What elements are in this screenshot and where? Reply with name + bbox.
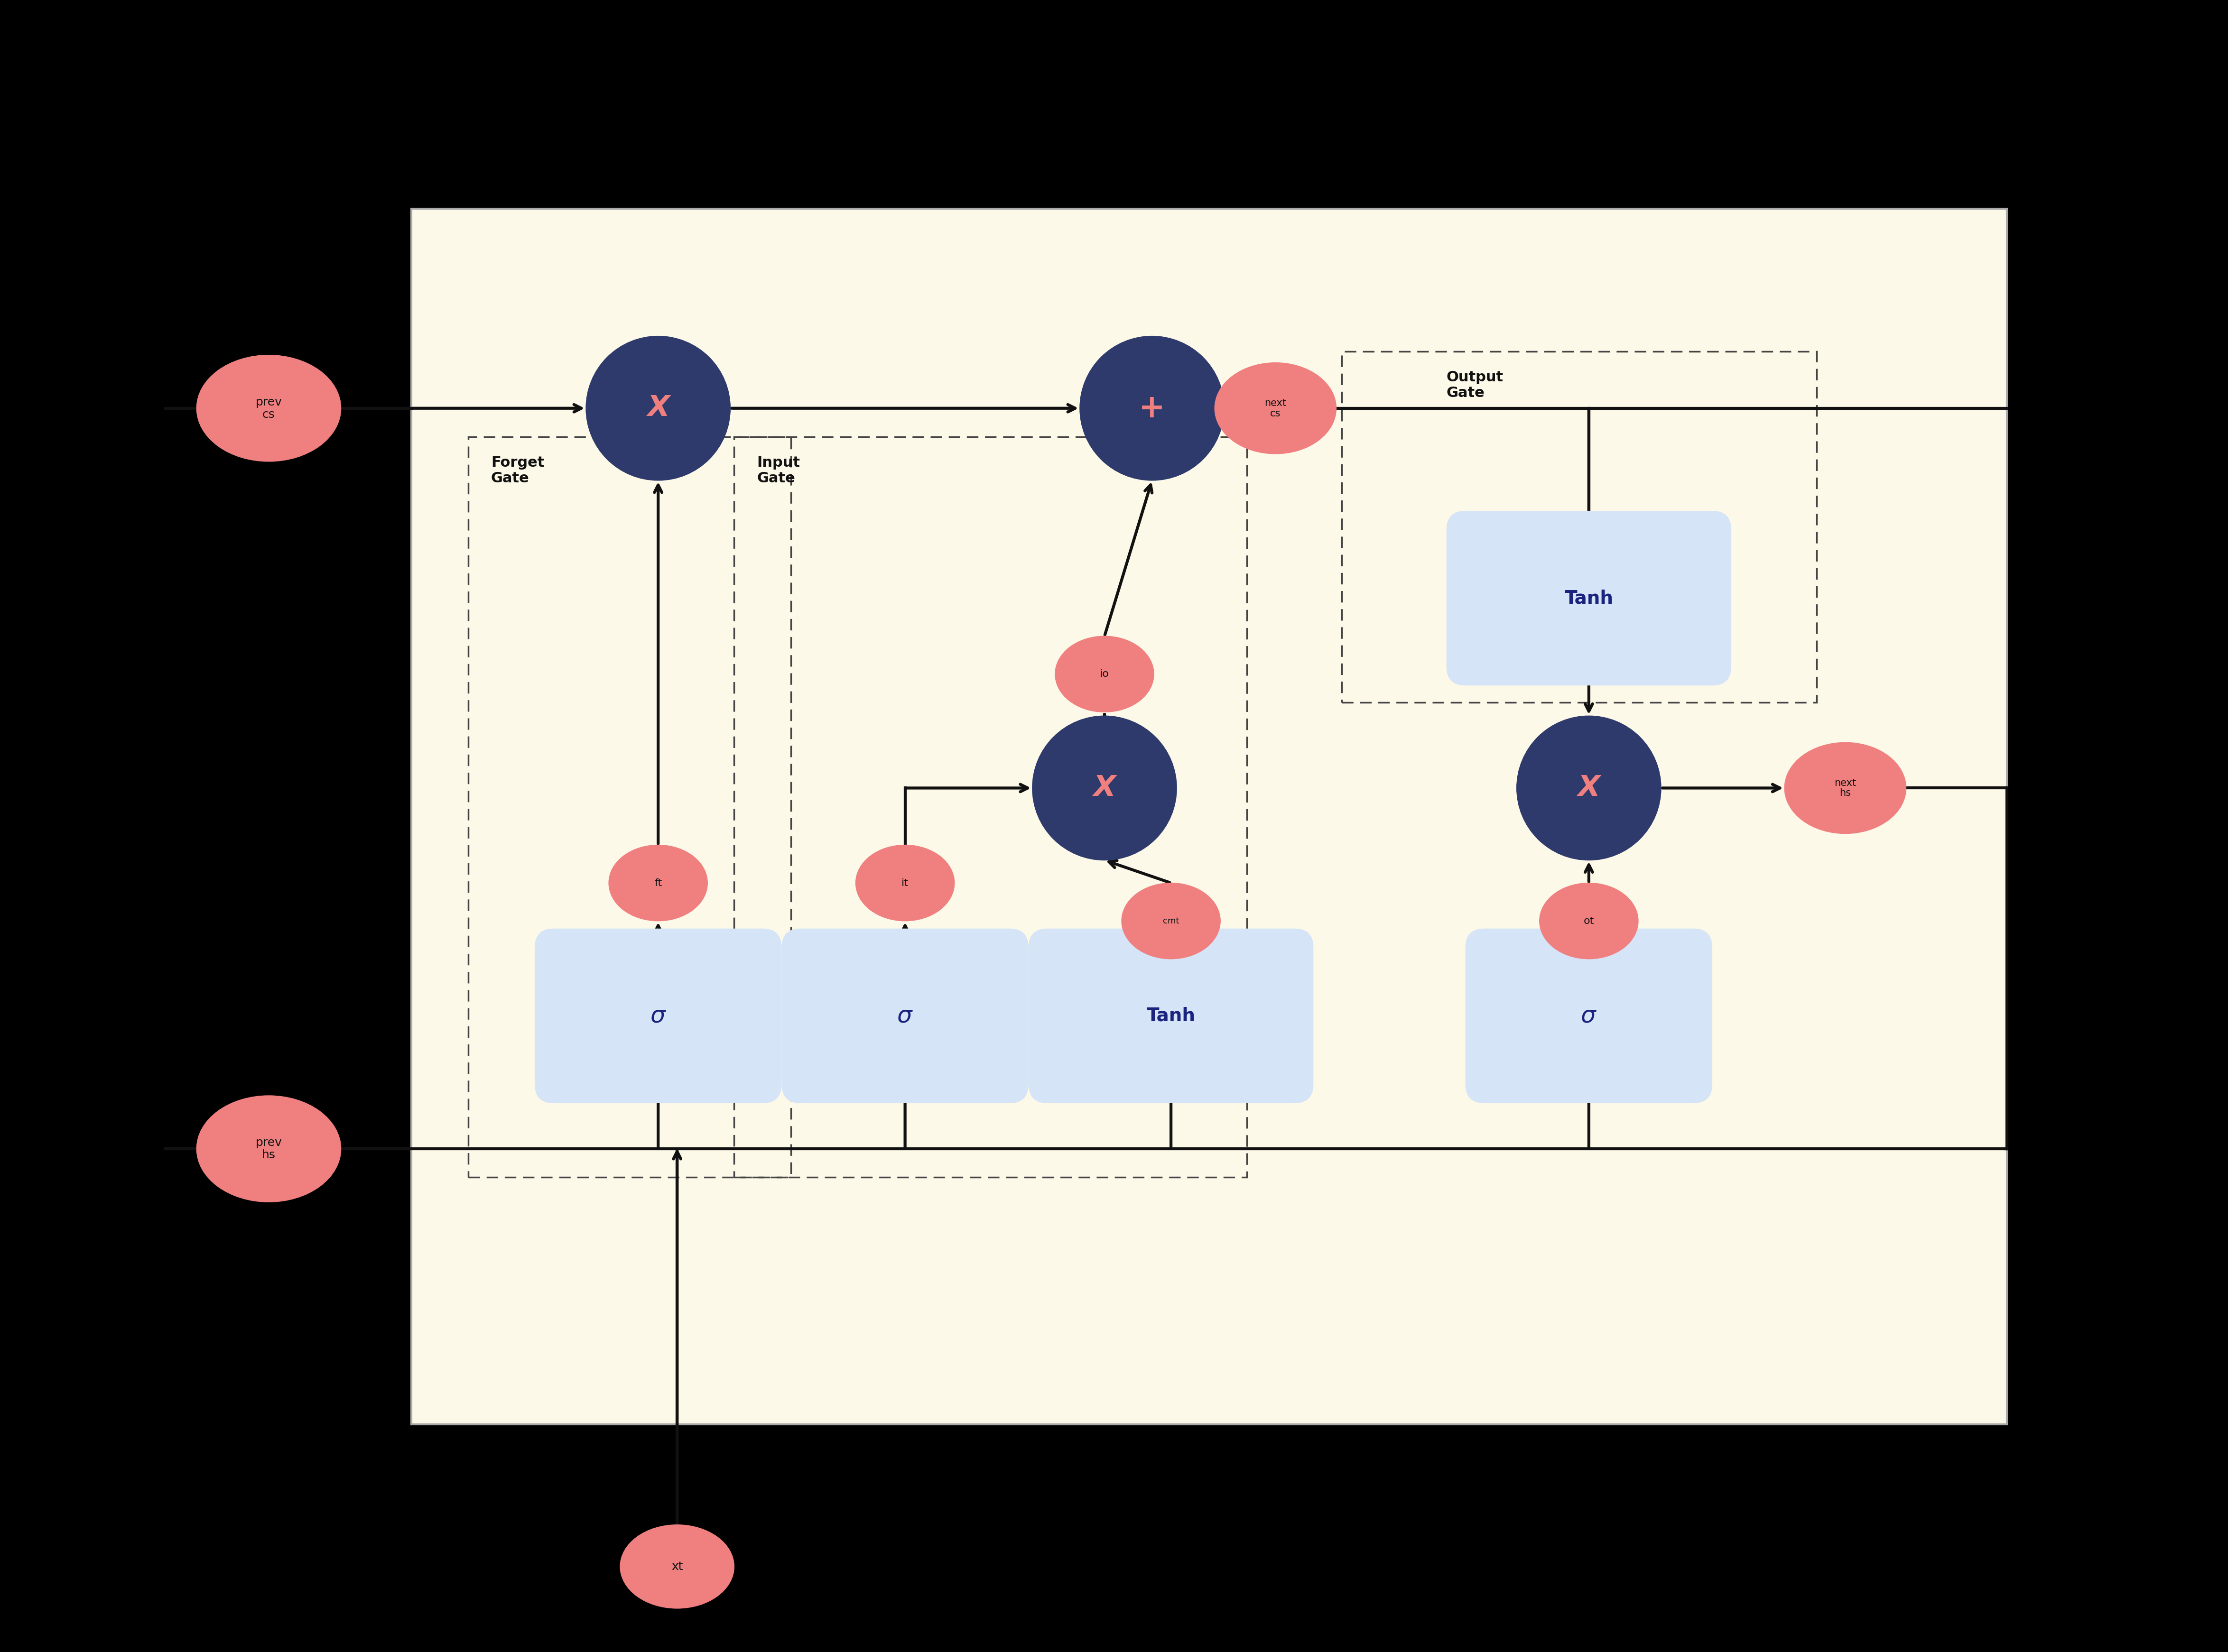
Ellipse shape (619, 1525, 733, 1609)
Text: Tanh: Tanh (1564, 590, 1613, 608)
Text: $\sigma$: $\sigma$ (651, 1004, 666, 1028)
Text: cmt: cmt (1163, 917, 1179, 925)
FancyBboxPatch shape (1466, 928, 1713, 1104)
Ellipse shape (1056, 636, 1154, 712)
Ellipse shape (608, 844, 709, 920)
Ellipse shape (196, 1095, 341, 1203)
Text: next
cs: next cs (1266, 398, 1286, 418)
Text: $\sigma$: $\sigma$ (1580, 1004, 1597, 1028)
Circle shape (1081, 335, 1223, 481)
FancyBboxPatch shape (1029, 928, 1315, 1104)
Text: io: io (1101, 669, 1110, 679)
Text: Input
Gate: Input Gate (758, 456, 800, 486)
Text: it: it (902, 879, 909, 887)
Text: +: + (1139, 393, 1165, 425)
Ellipse shape (196, 355, 341, 461)
Text: $\sigma$: $\sigma$ (898, 1004, 913, 1028)
Circle shape (1517, 715, 1662, 861)
Text: ot: ot (1584, 917, 1595, 925)
Ellipse shape (1540, 882, 1638, 958)
Text: Forget
Gate: Forget Gate (490, 456, 544, 486)
Text: X: X (1094, 775, 1116, 801)
Ellipse shape (856, 844, 954, 920)
Text: ft: ft (655, 879, 662, 887)
Text: xt: xt (671, 1561, 684, 1573)
Text: Output
Gate: Output Gate (1446, 370, 1504, 400)
FancyBboxPatch shape (782, 928, 1029, 1104)
FancyBboxPatch shape (412, 208, 2007, 1424)
Text: Tanh: Tanh (1147, 1006, 1196, 1024)
Text: X: X (646, 395, 668, 423)
Text: prev
hs: prev hs (256, 1137, 283, 1161)
Ellipse shape (1214, 363, 1337, 454)
Circle shape (1032, 715, 1176, 861)
Bar (1341, 352, 1816, 702)
FancyBboxPatch shape (535, 928, 782, 1104)
Text: X: X (1577, 775, 1600, 801)
Text: next
hs: next hs (1834, 778, 1856, 798)
FancyBboxPatch shape (1446, 510, 1731, 686)
Text: prev
cs: prev cs (256, 396, 283, 420)
Bar (468, 436, 791, 1178)
Ellipse shape (1785, 742, 1907, 834)
Bar (733, 436, 1248, 1178)
Circle shape (586, 335, 731, 481)
Ellipse shape (1121, 882, 1221, 958)
